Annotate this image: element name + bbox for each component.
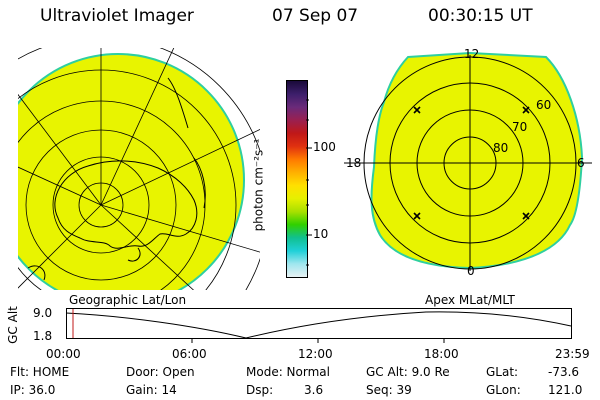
status-flight: Flt: HOME xyxy=(10,365,70,379)
geographic-map xyxy=(18,48,260,290)
polar-label-18: 18 xyxy=(346,156,362,170)
status-ip: IP: 36.0 xyxy=(10,383,56,397)
coastline xyxy=(27,77,206,281)
altitude-x-tick-0600: 06:00 xyxy=(172,347,207,361)
polar-label-lat-60: 60 xyxy=(536,98,552,112)
polar-label-6: 6 xyxy=(577,156,585,170)
status-glat-label: GLat: xyxy=(486,365,519,379)
status-door: Door: Open xyxy=(126,365,195,379)
altitude-y-top: 9.0 xyxy=(33,306,53,320)
status-dsp-value: 3.6 xyxy=(304,383,324,397)
status-seq: Seq: 39 xyxy=(366,383,412,397)
altitude-x-tick-1800: 18:00 xyxy=(424,347,459,361)
colorbar xyxy=(286,80,308,278)
colorbar-ticks xyxy=(306,99,312,266)
geo-map-label: Geographic Lat/Lon xyxy=(69,293,187,307)
altitude-x-tick-2359: 23:59 xyxy=(555,347,590,361)
altitude-axis-label: GC Alt xyxy=(5,306,20,344)
status-glon-value: 121.0 xyxy=(548,383,583,397)
altitude-y-bottom: 1.8 xyxy=(33,329,53,343)
altitude-x-tick-1200: 12:00 xyxy=(298,347,333,361)
status-gain: Gain: 14 xyxy=(126,383,177,397)
status-glat-value: -73.6 xyxy=(548,365,580,379)
colorbar-unit-label: photon cm⁻²s⁻¹ xyxy=(251,138,266,232)
polar-map-label: Apex MLat/MLT xyxy=(425,293,515,307)
observation-date: 07 Sep 07 xyxy=(272,6,359,26)
colorbar-tick-10: 10 xyxy=(313,227,329,241)
observation-time: 00:30:15 UT xyxy=(428,6,533,26)
status-dsp-label: Dsp: xyxy=(246,383,274,397)
polar-label-lat-70: 70 xyxy=(512,120,528,134)
status-glon-label: GLon: xyxy=(486,383,521,397)
status-mode: Mode: Normal xyxy=(246,365,330,379)
colorbar-tick-100: 100 xyxy=(313,140,336,154)
altitude-plot xyxy=(66,308,572,343)
altitude-x-tick-0000: 00:00 xyxy=(46,347,81,361)
status-gc-alt: GC Alt: 9.0 Re xyxy=(366,365,450,379)
altitude-curve xyxy=(66,311,572,339)
polar-label-lat-80: 80 xyxy=(493,141,509,155)
app-title: Ultraviolet Imager xyxy=(40,6,194,26)
polar-label-0: 0 xyxy=(467,264,475,278)
polar-map xyxy=(344,51,592,271)
polar-label-12: 12 xyxy=(464,47,480,61)
